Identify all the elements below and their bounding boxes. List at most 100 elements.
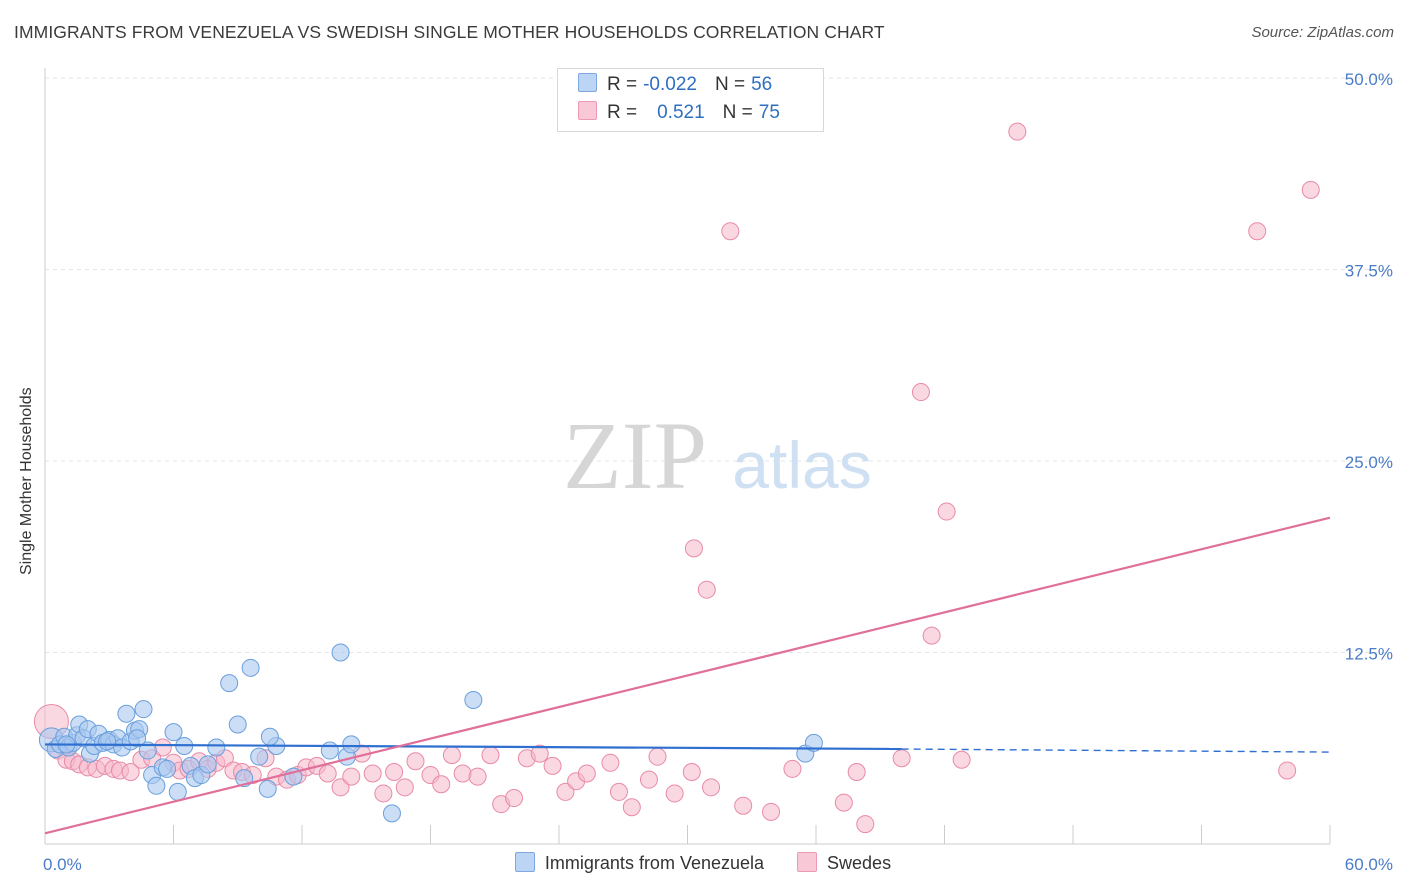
swedes-point [665, 784, 684, 803]
swedes-point [892, 749, 911, 768]
swedes-point [577, 764, 596, 783]
tick-labels: 12.5% 25.0% 37.5% 50.0% 0.0% 60.0% [43, 70, 1393, 874]
swedes-point [468, 767, 487, 786]
swedes-point [601, 753, 620, 772]
swedes-point [834, 793, 853, 812]
swedes-point [952, 750, 971, 769]
swedes-point [697, 580, 716, 599]
venezuela-point [117, 704, 136, 723]
swedes-point [442, 746, 461, 765]
venezuela-point [147, 776, 166, 795]
venezuela-point [134, 700, 153, 719]
swedes-point [318, 764, 337, 783]
swedes-point [1301, 180, 1320, 199]
venezuela-point [198, 755, 217, 774]
venezuela-point [342, 735, 361, 754]
venezuela-point [250, 747, 269, 766]
swedes-point [622, 798, 641, 817]
y-tick-label: 25.0% [1345, 453, 1393, 472]
swedes-point [342, 767, 361, 786]
y-tick-label: 50.0% [1345, 70, 1393, 89]
legend-label-venezuela: Immigrants from Venezuela [544, 853, 765, 873]
swedes-point [432, 775, 451, 794]
legend-row-swedes: R = 0.521 N = 75 [578, 101, 780, 127]
swedes-point [684, 539, 703, 558]
x-tick-label-min: 0.0% [43, 855, 82, 874]
grid-lines [45, 77, 1392, 653]
swedes-point [856, 815, 875, 834]
legend-r-label: R = [607, 102, 638, 123]
venezuela-point [207, 738, 226, 757]
venezuela-point [804, 733, 823, 752]
swedes-point [1008, 122, 1027, 141]
legend-row-venezuela: R = -0.022 N = 56 [578, 73, 772, 99]
watermark-atlas: atlas [732, 428, 871, 502]
swedes-point [762, 802, 781, 821]
legend-swatch-blue [578, 73, 597, 92]
swedes-point [453, 764, 472, 783]
chart-title: IMMIGRANTS FROM VENEZUELA VS SWEDISH SIN… [14, 22, 885, 42]
swedes-point [530, 744, 549, 763]
venezuela-point [331, 643, 350, 662]
swedes-point [153, 738, 172, 757]
swedes-trend-line [44, 516, 1331, 835]
legend-swatch-pink [578, 101, 597, 120]
legend-n-value: 56 [751, 74, 773, 95]
swedes-point [481, 746, 500, 765]
swedes-point [395, 778, 414, 797]
legend-swatch-pink [797, 852, 818, 872]
legend-r-value: -0.022 [643, 74, 697, 95]
watermark-zip: ZIP [563, 402, 707, 509]
swedes-point [385, 762, 404, 781]
swedes-point [721, 222, 740, 241]
x-tick-label-max: 60.0% [1345, 855, 1393, 874]
venezuela-point [382, 804, 401, 823]
swedes-point [783, 759, 802, 778]
swedes-point [556, 782, 575, 801]
correlation-legend: R = -0.022 N = 56 R = 0.521 N = 75 [557, 68, 824, 132]
series-legend: Immigrants from Venezuela Swedes [0, 852, 1406, 874]
swedes-point [702, 778, 721, 797]
swedes-point [911, 383, 930, 402]
swedes-point [1248, 222, 1267, 241]
swedes-point [734, 796, 753, 815]
legend-n-value: 75 [758, 102, 780, 123]
venezuela-point [464, 690, 483, 709]
venezuela-trend-line [44, 743, 902, 751]
legend-n-label: N = [714, 74, 746, 95]
swedes-point [847, 762, 866, 781]
venezuela-trend-extension [901, 748, 1331, 753]
venezuela-point [138, 741, 157, 760]
legend-r-value: 0.521 [657, 102, 705, 123]
legend-n-label: N = [722, 102, 753, 123]
swedes-point [937, 502, 956, 521]
legend-r-label: R = [607, 74, 638, 95]
swedes-point [648, 747, 667, 766]
y-axis-label: Single Mother Households [18, 387, 35, 575]
venezuela-point [164, 723, 183, 742]
swedes-point [505, 789, 524, 808]
venezuela-point [168, 782, 187, 801]
swedes-point [363, 764, 382, 783]
swedes-point [639, 770, 658, 789]
legend-item-swedes: Swedes [797, 852, 891, 874]
swedes-point [543, 756, 562, 775]
venezuela-point [258, 779, 277, 798]
venezuela-point [228, 715, 247, 734]
venezuela-point [128, 729, 147, 748]
legend-item-venezuela: Immigrants from Venezuela [514, 852, 765, 874]
venezuela-point [241, 658, 260, 677]
y-tick-label: 37.5% [1345, 262, 1393, 281]
legend-swatch-blue [514, 852, 535, 872]
series-venezuela-points [38, 643, 823, 823]
swedes-point [374, 784, 393, 803]
swedes-point [682, 762, 701, 781]
swedes-point [406, 752, 425, 771]
watermark: ZIP atlas [563, 402, 872, 509]
swedes-point [121, 762, 140, 781]
source-label: Source: ZipAtlas.com [1251, 24, 1394, 41]
trend-lines [44, 516, 1331, 835]
legend-label-swedes: Swedes [827, 853, 892, 873]
swedes-point [1278, 761, 1297, 780]
